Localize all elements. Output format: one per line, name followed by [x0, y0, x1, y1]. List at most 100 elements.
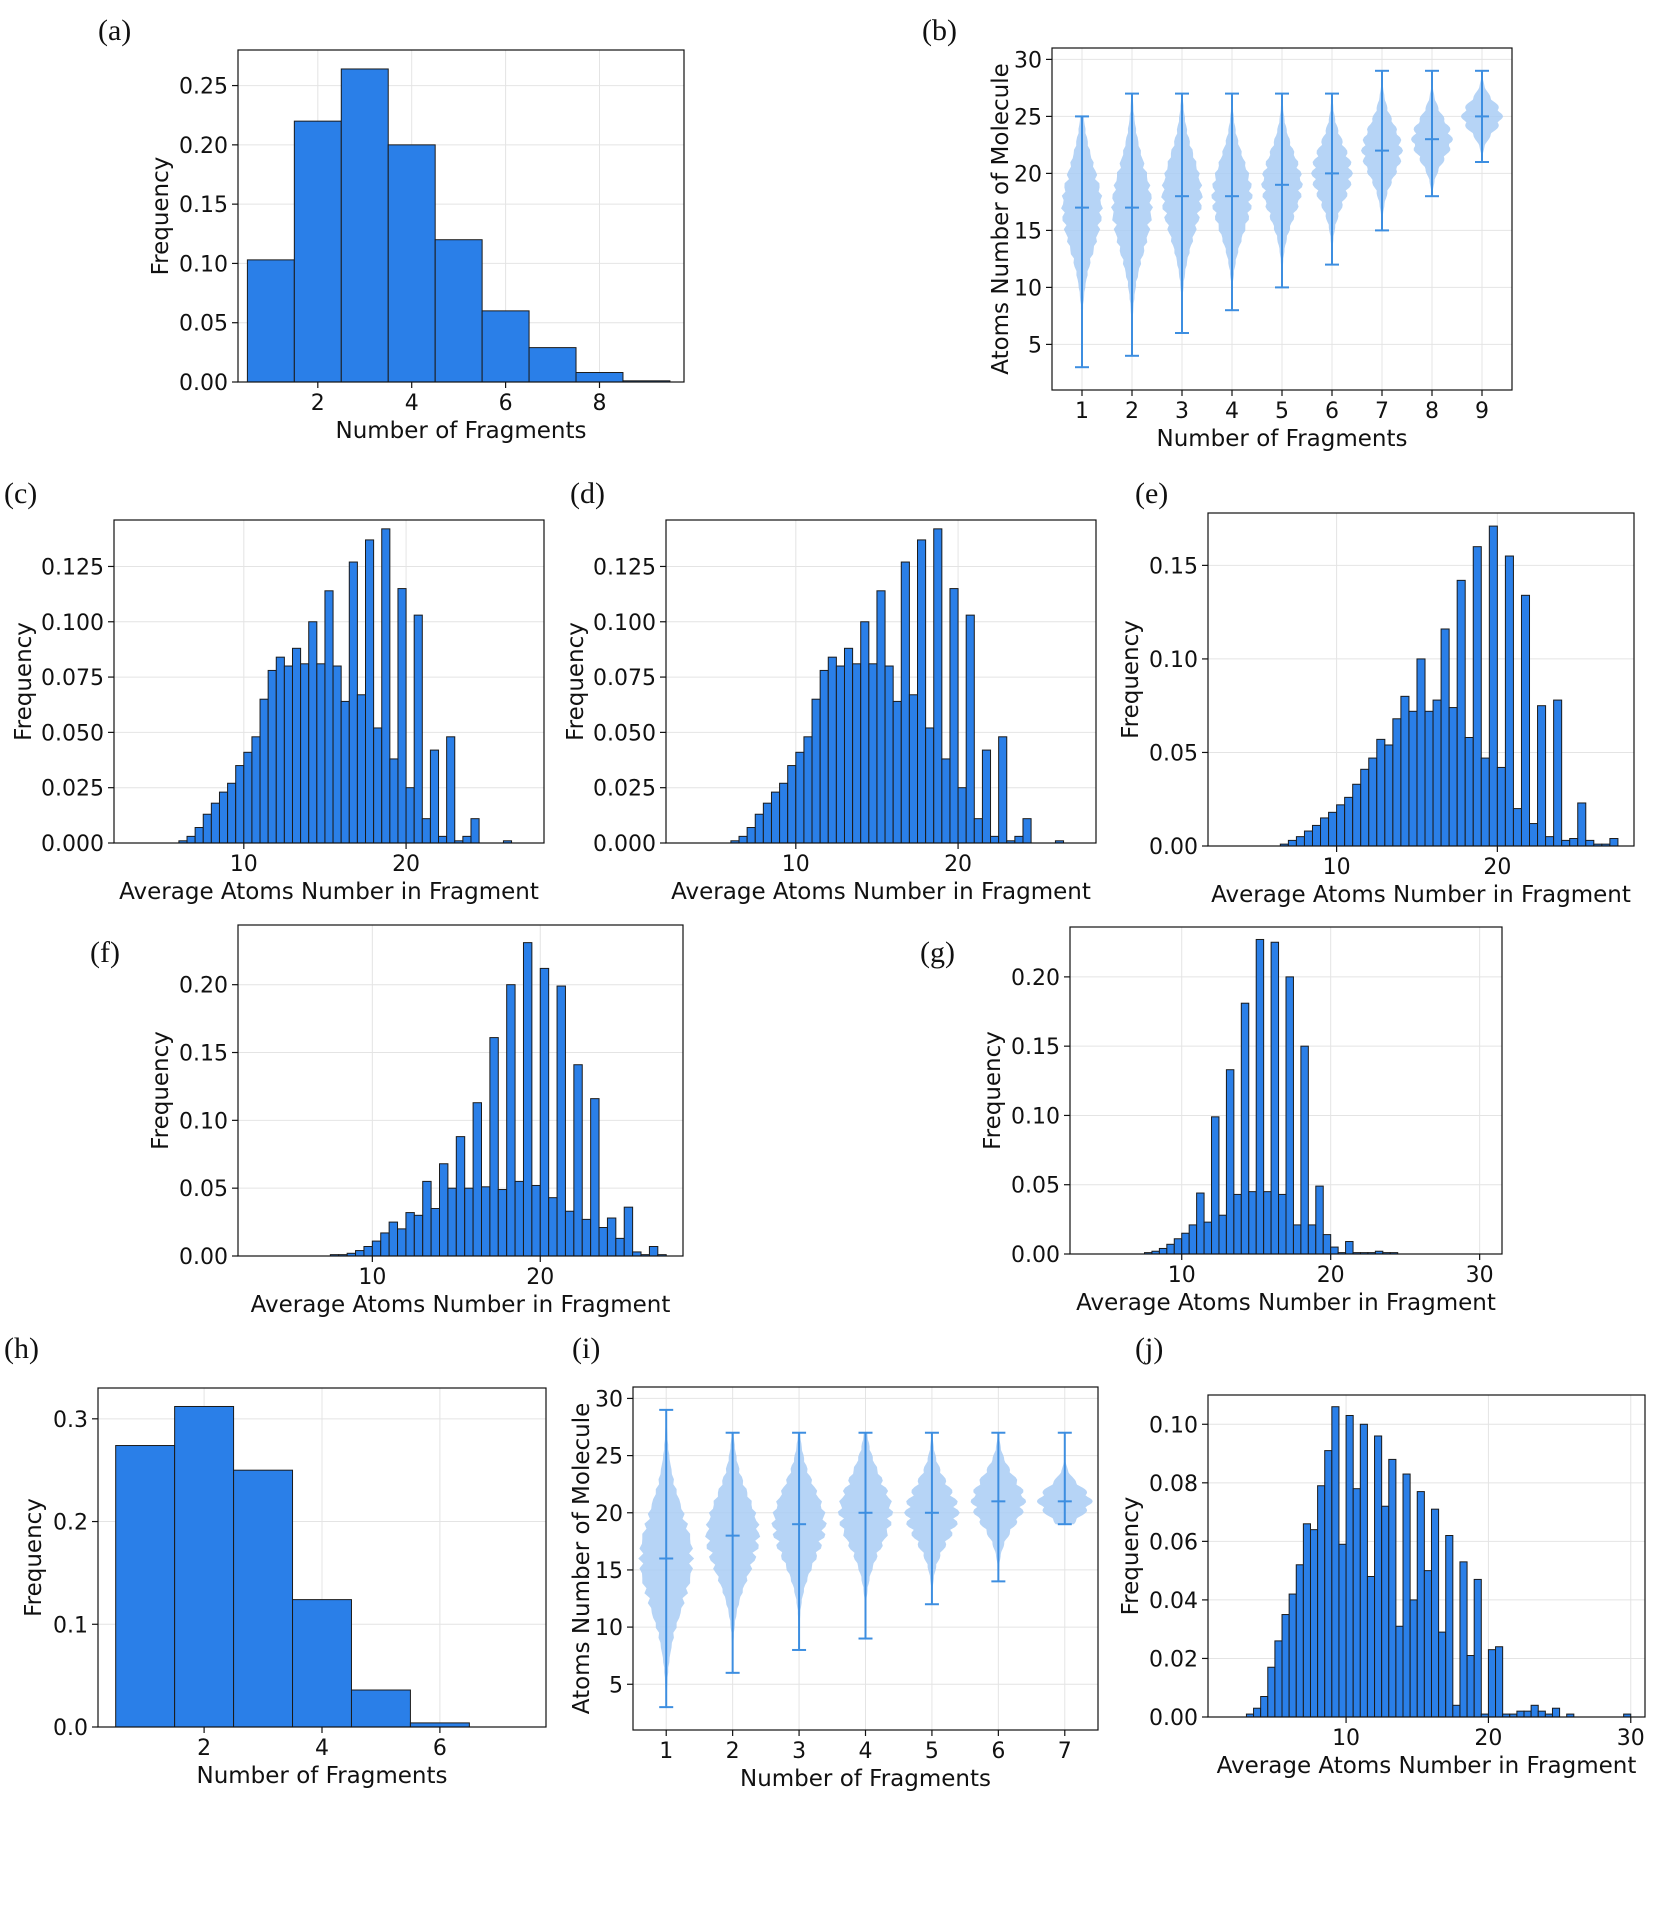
histogram-bar — [754, 813, 764, 844]
histogram-bar — [1360, 768, 1370, 847]
y-axis-label: Frequency — [11, 622, 37, 741]
x-tick-label: 10 — [358, 1265, 386, 1290]
y-tick-label: 0.10 — [1149, 1413, 1198, 1438]
histogram-bar — [447, 1187, 457, 1257]
histogram-bar — [434, 239, 483, 383]
x-tick-label: 20 — [944, 852, 972, 877]
histogram-bar — [371, 1240, 382, 1257]
y-tick-label: 0.15 — [1011, 1035, 1060, 1060]
x-tick-label: 7 — [1375, 399, 1389, 424]
panel-h: 2 4 6 0.0 0.1 0.2 0.3 Number of Fragments Freque… — [4, 1332, 547, 1789]
histogram-bar — [1196, 1192, 1205, 1255]
panel-e: 10 20 0.00 0.05 0.10 0.15 Average Atoms Number… — [1118, 477, 1635, 908]
histogram-bar — [827, 656, 837, 844]
histogram-bar — [1352, 1488, 1361, 1718]
histogram-bar — [497, 1189, 508, 1257]
x-tick-label: 6 — [499, 391, 513, 416]
y-tick-label: 0.10 — [1011, 1104, 1060, 1129]
y-axis-label: Frequency — [1118, 1497, 1144, 1616]
x-tick-label: 2 — [311, 391, 325, 416]
histogram-bar — [363, 1246, 373, 1257]
histogram-bar — [1309, 1529, 1319, 1718]
histogram-bar — [1561, 839, 1571, 847]
x-tick-label: 5 — [925, 1739, 939, 1764]
histogram-bar — [1395, 1625, 1404, 1718]
panel-label: (d) — [570, 477, 605, 510]
panel-j: 10 20 30 0.00 0.02 0.04 0.06 0.08 0.10 Average At… — [1118, 1332, 1646, 1779]
x-tick-label: 3 — [792, 1739, 806, 1764]
y-tick-label: 0.00 — [1011, 1243, 1060, 1268]
panel-label: (b) — [922, 14, 957, 47]
y-tick-label: 0.1 — [53, 1613, 88, 1638]
histogram-bar — [843, 647, 854, 844]
histogram-bar — [1430, 1508, 1440, 1718]
y-tick-label: 0.000 — [593, 832, 656, 857]
histogram-bar — [1320, 817, 1330, 847]
histogram-bar — [917, 539, 927, 844]
histogram-bar — [1400, 695, 1410, 847]
histogram-bar — [1322, 1234, 1332, 1255]
histogram-bar — [210, 802, 220, 844]
y-tick-label: 0.100 — [593, 611, 656, 636]
histogram-bar — [876, 590, 886, 844]
x-tick-label: 20 — [1483, 855, 1511, 880]
histogram-bar — [632, 1251, 642, 1257]
y-tick-label: 0.15 — [1149, 554, 1198, 579]
y-tick-label: 0.050 — [593, 721, 656, 746]
histogram-bar — [413, 614, 423, 844]
histogram-bar — [439, 1163, 449, 1257]
histogram-bar — [648, 1246, 659, 1257]
y-tick-label: 0.125 — [41, 555, 104, 580]
histogram-bar — [803, 736, 813, 844]
y-tick-label: 0.00 — [179, 1245, 228, 1270]
y-tick-label: 0.20 — [179, 974, 228, 999]
y-tick-label: 0.3 — [53, 1408, 88, 1433]
histogram-bar — [573, 1064, 583, 1257]
histogram-bar — [356, 694, 367, 844]
histogram-bar — [1392, 718, 1402, 847]
histogram-bar — [606, 1217, 617, 1257]
histogram-bar — [291, 647, 302, 844]
histogram-bar — [868, 663, 878, 844]
x-tick-label: 30 — [1466, 1263, 1494, 1288]
histogram-bar — [1585, 839, 1595, 847]
histogram-bar — [1263, 1191, 1272, 1255]
panel-d: 10 20 0.000 0.025 0.050 0.075 0.100 0.125 Averag… — [563, 477, 1097, 905]
histogram-bar — [1188, 1224, 1198, 1255]
histogram-bar — [1609, 838, 1619, 847]
y-axis-label: Atoms Number of Molecule — [569, 1403, 595, 1715]
x-tick-label: 7 — [1058, 1739, 1072, 1764]
histogram-bar — [1530, 1704, 1539, 1718]
axes-frame — [1069, 926, 1503, 1255]
histogram-bar — [300, 663, 310, 844]
x-axis-label: Number of Fragments — [335, 418, 586, 444]
histogram-bar — [350, 1689, 411, 1728]
y-tick-label: 10 — [1014, 276, 1042, 301]
histogram-bar — [1537, 705, 1547, 847]
histogram-bar — [387, 144, 436, 383]
panel-f: 10 20 0.00 0.05 0.10 0.15 0.20 Average Atoms Nu… — [90, 924, 684, 1318]
y-tick-label: 5 — [609, 1673, 623, 1698]
x-tick-label: 9 — [1475, 399, 1489, 424]
y-tick-label: 0.000 — [41, 832, 104, 857]
histogram-bar — [421, 818, 431, 844]
x-tick-label: 6 — [433, 1736, 447, 1761]
x-tick-label: 10 — [230, 852, 258, 877]
histogram-bar — [218, 791, 229, 844]
histogram-bar — [1545, 836, 1555, 847]
panel-label: (c) — [4, 477, 37, 510]
histogram-bar — [1218, 1214, 1227, 1255]
histogram-bar — [1300, 1045, 1309, 1255]
panel-label: (i) — [572, 1332, 600, 1365]
x-axis-label: Number of Fragments — [196, 1763, 447, 1789]
histogram-bar — [1423, 1570, 1432, 1718]
histogram-bar — [990, 835, 1000, 844]
histogram-bar — [1302, 1523, 1311, 1718]
x-tick-label: 10 — [782, 852, 810, 877]
histogram-bar — [1440, 628, 1450, 847]
x-tick-label: 20 — [1317, 1263, 1345, 1288]
x-axis-label: Average Atoms Number in Fragment — [671, 879, 1091, 905]
histogram-bar — [1459, 1561, 1468, 1718]
histogram-bar — [381, 528, 391, 844]
panel-label: (j) — [1135, 1332, 1163, 1365]
